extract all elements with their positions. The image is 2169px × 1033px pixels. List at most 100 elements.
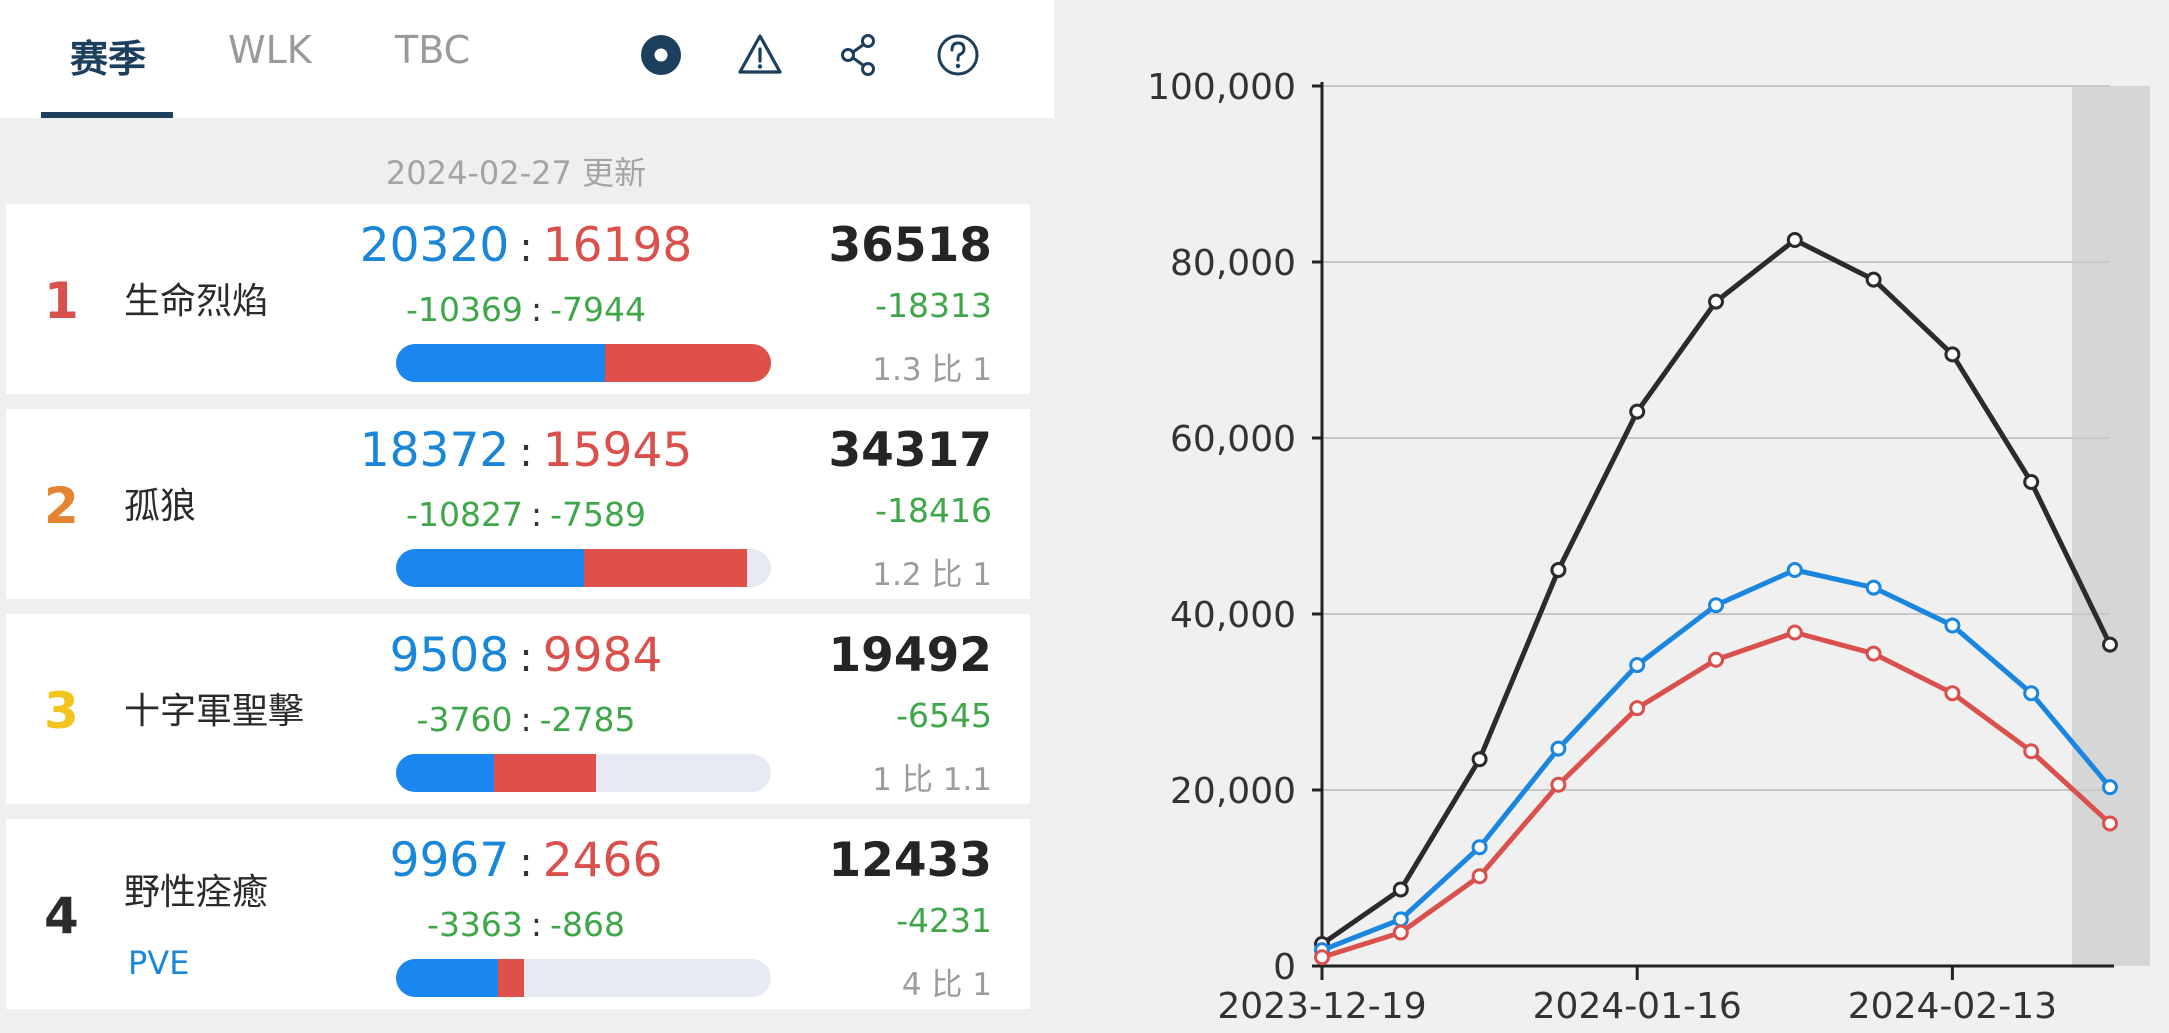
data-point [1471, 868, 1488, 885]
spec-name: 生命烈焰 [124, 281, 269, 322]
x-tick-label: 2023-12-19 [1217, 986, 1426, 1027]
ratio-bar [396, 549, 771, 587]
warning-icon[interactable] [735, 30, 785, 80]
ratio-bar [396, 754, 771, 792]
total-delta: -18416 [875, 491, 992, 530]
series-line-1 [1321, 567, 2112, 953]
data-point [2023, 685, 2040, 702]
tab-wlk[interactable]: WLK [228, 28, 312, 72]
ratio-comparison: 4 比 1 [901, 967, 992, 1003]
bar-segment-a [396, 754, 494, 792]
score-b: 16198 [542, 218, 693, 273]
data-point [1550, 562, 1567, 578]
update-timestamp: 2024-02-27 更新 [385, 154, 647, 192]
data-point [1314, 949, 1330, 966]
data-point [1708, 651, 1724, 668]
record-icon[interactable] [636, 30, 686, 80]
score-b: 9984 [542, 628, 663, 683]
data-point [1708, 597, 1724, 614]
data-point [1392, 924, 1409, 941]
data-point [1786, 232, 1803, 248]
delta-a: -10827 [406, 495, 523, 534]
total-delta: -6545 [896, 696, 992, 735]
total-score: 19492 [828, 628, 992, 683]
delta-b: -2785 [539, 700, 636, 739]
bar-segment-b [583, 549, 747, 587]
ranking-panel: 赛季 WLK TBC 2024-02-27 更新 1 生命烈焰 20320:16… [0, 0, 1054, 1029]
y-tick-label: 100,000 [1147, 67, 1296, 108]
data-point [1550, 740, 1567, 757]
data-point [1944, 685, 1961, 702]
delta-a: -10369 [406, 290, 523, 329]
ranking-row[interactable]: 3 十字軍聖擊 9508:9984 -3760: -2785 19492 -654… [6, 614, 1030, 804]
bar-segment-b [493, 754, 596, 792]
delta-b: -7589 [550, 495, 646, 534]
data-point [1865, 271, 1882, 288]
bar-segment-a [396, 344, 605, 382]
score-b: 2466 [542, 833, 663, 888]
x-tick-label: 2024-01-16 [1533, 986, 1742, 1027]
data-point [1865, 645, 1882, 662]
spec-name: 孤狼 [124, 486, 197, 527]
delta-a: -3760 [416, 700, 513, 739]
ratio-comparison: 1.2 比 1 [872, 557, 992, 593]
data-point [1392, 911, 1409, 928]
data-point [1550, 776, 1567, 793]
ratio-separator: : [519, 840, 533, 886]
data-point [1629, 700, 1646, 717]
line-chart-svg: 0 20,000 40,000 60,000 80,000 100,000 2023-12-… [1147, 67, 2150, 1027]
delta-separator: : [530, 495, 543, 534]
rank-number: 4 [44, 887, 79, 945]
score-ratio: 18372:15945 [286, 423, 766, 478]
total-score: 34317 [828, 423, 992, 478]
total-delta: -18313 [875, 286, 992, 325]
y-tick-label: 80,000 [1170, 243, 1296, 284]
total-delta: -4231 [896, 901, 992, 940]
delta-separator: : [530, 290, 543, 329]
trend-chart: 0 20,000 40,000 60,000 80,000 100,000 2023-12-… [1054, 0, 2169, 1029]
score-ratio: 9508:9984 [286, 628, 766, 683]
help-icon[interactable] [933, 30, 983, 80]
ranking-row[interactable]: 4 野性痊癒 PVE 9967:2466 -3363: -868 12433 -4… [6, 819, 1030, 1009]
ranking-row[interactable]: 1 生命烈焰 20320:16198 -10369: -7944 36518 -1… [6, 204, 1030, 394]
data-point [1944, 346, 1961, 363]
total-score: 12433 [828, 833, 992, 888]
bar-segment-a [396, 959, 499, 997]
ratio-separator: : [519, 635, 533, 681]
bar-segment-b [604, 344, 771, 382]
bar-segment-b [498, 959, 524, 997]
score-a: 9508 [389, 628, 510, 683]
spec-name: 十字軍聖擊 [124, 691, 305, 732]
pve-tag: PVE [128, 944, 190, 982]
tab-season[interactable]: 赛季 [70, 37, 147, 81]
share-icon[interactable] [834, 30, 884, 80]
score-ratio: 20320:16198 [286, 218, 766, 273]
data-point [1944, 617, 1961, 634]
delta-b: -7944 [550, 290, 646, 329]
ratio-separator: : [519, 225, 533, 271]
ratio-separator: : [519, 430, 533, 476]
score-delta: -10369: -7944 [286, 290, 766, 329]
data-point [2023, 474, 2040, 490]
score-a: 20320 [359, 218, 510, 273]
rank-number: 2 [44, 477, 79, 535]
tab-tbc[interactable]: TBC [395, 28, 471, 72]
tab-bar: 赛季 WLK TBC [0, 0, 1054, 118]
ratio-comparison: 1 比 1.1 [872, 762, 992, 798]
score-delta: -3760: -2785 [286, 700, 766, 739]
current-period-shade [2072, 86, 2150, 966]
data-point [1471, 751, 1488, 768]
rank-number: 3 [44, 682, 79, 740]
ranking-row[interactable]: 2 孤狼 18372:15945 -10827: -7589 34317 -184… [6, 409, 1030, 599]
y-tick-label: 60,000 [1170, 419, 1296, 460]
bar-segment-a [396, 549, 584, 587]
total-score: 36518 [828, 218, 992, 273]
ratio-bar [396, 344, 771, 382]
y-tick-label: 0 [1273, 947, 1296, 988]
series-line-0 [1320, 237, 2113, 947]
score-delta: -10827: -7589 [286, 495, 766, 534]
data-point [1786, 562, 1803, 578]
x-tick-label: 2024-02-13 [1848, 986, 2057, 1027]
delta-separator: : [530, 905, 543, 944]
delta-b: -868 [550, 905, 625, 944]
